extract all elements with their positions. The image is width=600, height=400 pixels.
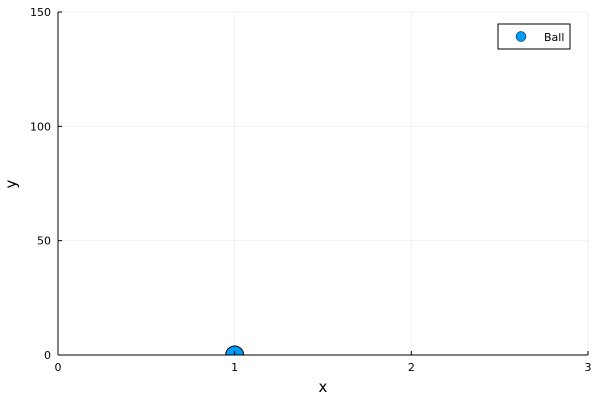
y-tick-label: 50 bbox=[37, 235, 51, 248]
legend-label: Ball bbox=[544, 31, 564, 44]
y-tick-label: 150 bbox=[30, 6, 51, 19]
data-point bbox=[225, 345, 245, 355]
data-points bbox=[225, 345, 245, 355]
legend: Ball bbox=[497, 23, 571, 50]
tick-labels: 0 1 2 3 0 50 100 150 bbox=[30, 6, 592, 374]
y-tick-label: 0 bbox=[44, 349, 51, 362]
legend-box bbox=[497, 23, 571, 50]
y-tick-label: 100 bbox=[30, 120, 51, 133]
x-tick-label: 1 bbox=[231, 361, 238, 374]
y-axis-label: y bbox=[2, 179, 20, 188]
x-tick-label: 0 bbox=[55, 361, 62, 374]
grid bbox=[57, 11, 589, 356]
x-tick-label: 2 bbox=[408, 361, 415, 374]
x-axis-label: x bbox=[319, 378, 328, 396]
axes bbox=[57, 11, 589, 356]
x-tick-label: 3 bbox=[585, 361, 592, 374]
legend-marker bbox=[515, 31, 527, 42]
